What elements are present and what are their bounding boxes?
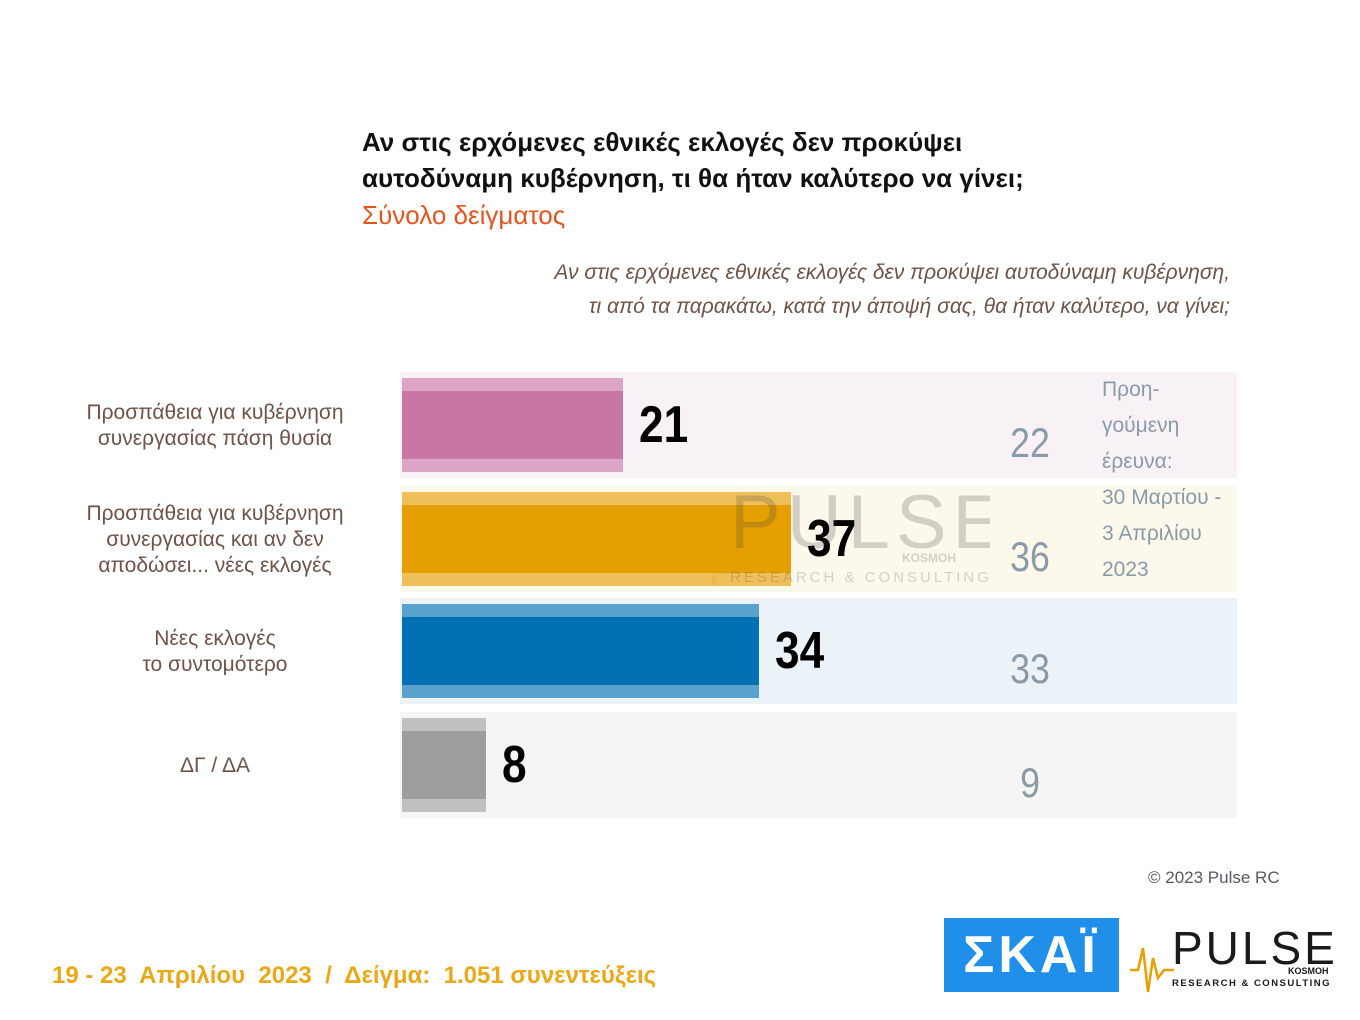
bar <box>402 378 623 472</box>
category-label-line: συνεργασίας και αν δεν <box>106 528 324 551</box>
pulse-logo: PULSE KOSMOH RESEARCH & CONSULTING <box>1130 922 1335 993</box>
previous-value-label: 22 <box>1010 419 1050 466</box>
category-label-line: το συντομότερο <box>142 653 288 676</box>
bar-value-label: 34 <box>775 622 825 680</box>
prev-note-line: γούμενη <box>1102 414 1180 437</box>
bar-value-label: 37 <box>807 510 857 568</box>
category-label: Προσπάθεια για κυβέρνηση συνεργασίας και … <box>60 501 370 579</box>
bar-highlight <box>402 604 759 617</box>
skai-logo: ΣΚΑΪ <box>944 918 1119 992</box>
category-label: ΔΓ / ΔΑ <box>60 753 370 779</box>
pulse-watermark: PULSE KOSMOH RESEARCH & CONSULTING <box>680 480 990 587</box>
category-label-line: συνεργασίας πάση θυσία <box>97 427 333 450</box>
chart-subtitle: Σύνολο δείγματος <box>362 200 566 230</box>
title-line-2: αυτοδύναμη κυβέρνηση, τι θα ήταν καλύτερ… <box>362 163 1024 193</box>
bar-highlight <box>402 718 486 731</box>
category-label-line: ΔΓ / ΔΑ <box>180 754 250 777</box>
pulse-logo-brand: PULSE <box>1172 922 1335 974</box>
bar-value-label: 21 <box>639 396 689 454</box>
bar-highlight <box>402 459 623 472</box>
bar-highlight <box>402 685 759 698</box>
copyright-text: © 2023 Pulse RC <box>1148 868 1280 887</box>
question-line-2: τι από τα παρακάτω, κατά την άποψή σας, … <box>588 295 1230 318</box>
category-label-line: Νέες εκλογές <box>154 627 276 650</box>
category-label-line: αποδώσει... νέες εκλογές <box>98 554 332 577</box>
previous-value-label: 33 <box>1010 645 1050 692</box>
bar-highlight <box>402 573 791 586</box>
previous-survey-note: Προη- γούμενη έρευνα: 30 Μαρτίου - 3 Απρ… <box>1102 372 1221 588</box>
watermark-brand: PULSE <box>730 480 990 565</box>
bar <box>402 718 486 812</box>
prev-note-line: 30 Μαρτίου - <box>1102 486 1222 509</box>
bar <box>402 492 791 586</box>
question-text: Αν στις ερχόμενες εθνικές εκλογές δεν πρ… <box>470 256 1230 324</box>
category-label: Νέες εκλογές το συντομότερο <box>60 626 370 678</box>
question-line-1: Αν στις ερχόμενες εθνικές εκλογές δεν πρ… <box>554 261 1230 284</box>
watermark-tag: KOSMOH <box>902 551 956 565</box>
category-label-line: Προσπάθεια για κυβέρνηση <box>86 502 344 525</box>
previous-value-label: 36 <box>1010 533 1050 580</box>
chart-title: Αν στις ερχόμενες εθνικές εκλογές δεν πρ… <box>362 124 1162 196</box>
bar-highlight <box>402 799 486 812</box>
title-line-1: Αν στις ερχόμενες εθνικές εκλογές δεν πρ… <box>362 127 963 157</box>
pulse-logo-sub: RESEARCH & CONSULTING <box>1172 978 1331 989</box>
bar <box>402 604 759 698</box>
previous-value-label: 9 <box>1020 759 1040 806</box>
prev-note-line: Προη- <box>1102 378 1160 401</box>
prev-note-line: 3 Απριλίου <box>1102 522 1202 545</box>
bar-highlight <box>402 378 623 391</box>
prev-note-line: έρευνα: <box>1102 450 1173 473</box>
pulse-logo-tag: KOSMOH <box>1288 966 1329 976</box>
bar-highlight <box>402 492 791 505</box>
category-label: Προσπάθεια για κυβέρνηση συνεργασίας πάση… <box>60 400 370 452</box>
row-band <box>400 712 1237 818</box>
survey-footer: 19 - 23 Απριλίου 2023 / Δείγμα: 1.051 συ… <box>52 962 657 989</box>
category-label-line: Προσπάθεια για κυβέρνηση <box>86 401 344 424</box>
prev-note-line: 2023 <box>1102 558 1149 581</box>
bar-value-label: 8 <box>502 736 527 794</box>
watermark-sub: RESEARCH & CONSULTING <box>730 569 990 586</box>
